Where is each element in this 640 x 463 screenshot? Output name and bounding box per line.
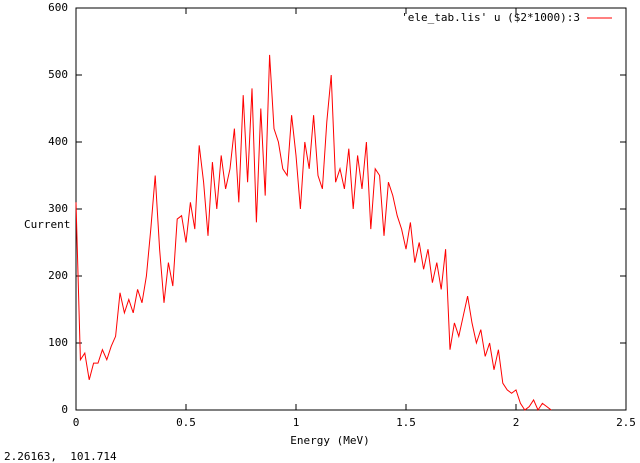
x-tick-label: 2.5 bbox=[616, 416, 636, 429]
x-axis-label: Energy (MeV) bbox=[290, 434, 369, 447]
x-tick-label: 1 bbox=[293, 416, 300, 429]
legend-label: 'ele_tab.lis' u ($2*1000):3 bbox=[401, 11, 580, 24]
chart: Energy (MeV) Current 0 100 200 300 400 500 600… bbox=[24, 1, 636, 447]
y-tick-label: 200 bbox=[48, 269, 68, 282]
data-line bbox=[75, 54, 552, 412]
y-tick-label: 100 bbox=[48, 336, 68, 349]
y-tick-label: 600 bbox=[48, 1, 68, 14]
plot-border bbox=[75, 7, 627, 411]
x-tick-label: 0 bbox=[73, 416, 80, 429]
status-text: 2.26163, 101.714 bbox=[4, 450, 117, 463]
y-tick-label: 0 bbox=[61, 403, 68, 416]
x-tick-label: 1.5 bbox=[396, 416, 416, 429]
y-tick-label: 300 bbox=[48, 202, 68, 215]
y-tick-label: 400 bbox=[48, 135, 68, 148]
y-tick-label: 500 bbox=[48, 68, 68, 81]
x-tick-label: 0.5 bbox=[176, 416, 196, 429]
y-axis-label: Current bbox=[24, 218, 70, 231]
x-tick-label: 2 bbox=[513, 416, 520, 429]
